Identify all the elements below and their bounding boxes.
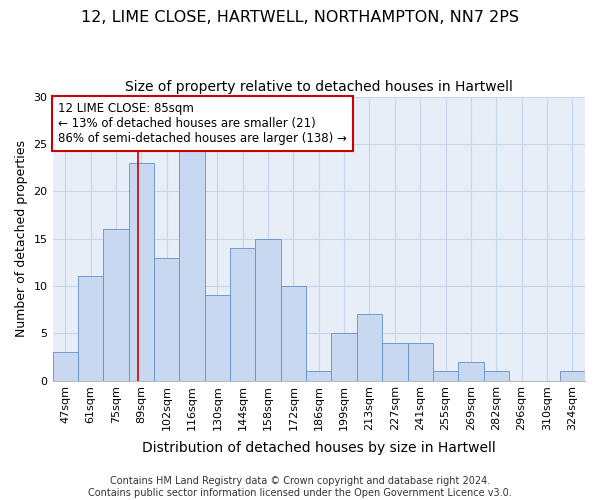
Bar <box>382 342 407 380</box>
Bar <box>281 286 306 380</box>
Bar <box>407 342 433 380</box>
Bar <box>53 352 78 380</box>
Bar <box>205 296 230 380</box>
Bar <box>458 362 484 380</box>
Title: Size of property relative to detached houses in Hartwell: Size of property relative to detached ho… <box>125 80 513 94</box>
X-axis label: Distribution of detached houses by size in Hartwell: Distribution of detached houses by size … <box>142 441 496 455</box>
Bar <box>78 276 103 380</box>
Bar <box>230 248 256 380</box>
Bar <box>179 144 205 380</box>
Bar <box>357 314 382 380</box>
Bar <box>560 371 585 380</box>
Y-axis label: Number of detached properties: Number of detached properties <box>15 140 28 337</box>
Bar <box>433 371 458 380</box>
Bar <box>331 334 357 380</box>
Bar <box>484 371 509 380</box>
Bar <box>154 258 179 380</box>
Text: Contains HM Land Registry data © Crown copyright and database right 2024.
Contai: Contains HM Land Registry data © Crown c… <box>88 476 512 498</box>
Bar <box>256 238 281 380</box>
Text: 12, LIME CLOSE, HARTWELL, NORTHAMPTON, NN7 2PS: 12, LIME CLOSE, HARTWELL, NORTHAMPTON, N… <box>81 10 519 25</box>
Bar <box>128 163 154 380</box>
Bar <box>306 371 331 380</box>
Text: 12 LIME CLOSE: 85sqm
← 13% of detached houses are smaller (21)
86% of semi-detac: 12 LIME CLOSE: 85sqm ← 13% of detached h… <box>58 102 347 145</box>
Bar <box>103 229 128 380</box>
